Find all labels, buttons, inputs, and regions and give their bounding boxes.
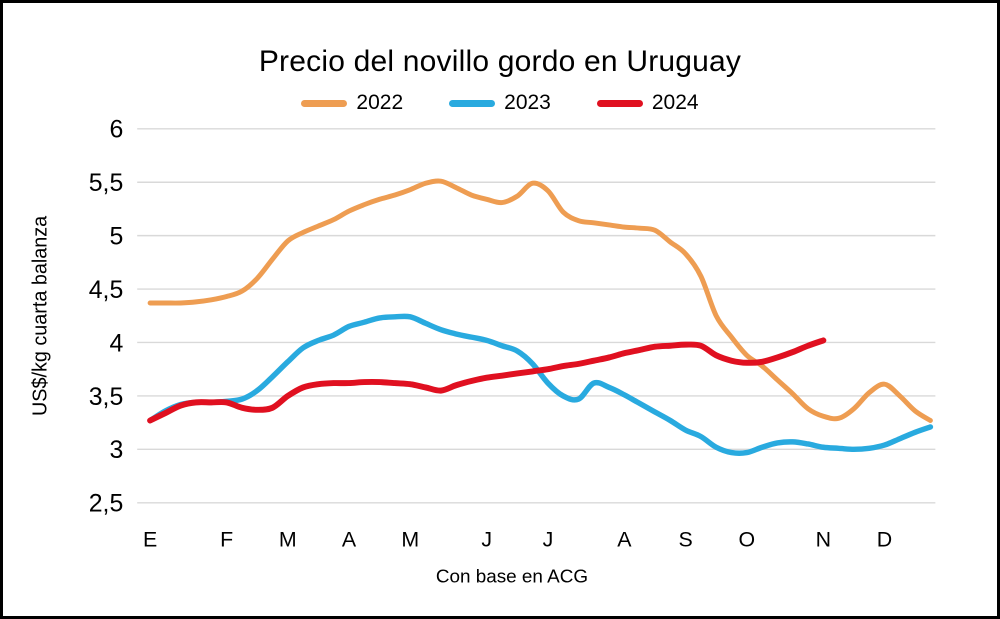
legend-swatch-2023: [449, 99, 496, 107]
y-tick-label-4,5: 4,5: [89, 277, 124, 304]
x-axis-title: Con base en ACG: [436, 565, 588, 586]
y-axis-tick-labels: 6 5,5 5 4,5 4 3,5 3 2,5: [89, 117, 124, 518]
y-axis-title: US$/kg cuarta balanza: [30, 215, 52, 416]
y-tick-label-5,5: 5,5: [89, 170, 124, 197]
legend-label-2022: 2022: [356, 91, 404, 114]
x-tick-label-3-M: M: [279, 528, 297, 552]
chart-title: Precio del novillo gordo en Uruguay: [258, 45, 742, 78]
y-tick-label-2,5: 2,5: [89, 491, 124, 518]
legend: 2022 2023 2024: [3, 91, 997, 115]
series-line-2023: [147, 313, 934, 456]
x-tick-label-1-E: E: [143, 528, 157, 552]
gridlines: [137, 128, 936, 504]
legend-item-2024: 2024: [596, 91, 699, 115]
series-line-2022: [147, 178, 933, 423]
x-tick-label-2-F: F: [220, 528, 233, 552]
legend-swatch-2022: [301, 99, 348, 107]
y-tick-label-3,5: 3,5: [89, 384, 124, 411]
legend-item-2023: 2023: [449, 91, 551, 115]
y-tick-label-5: 5: [109, 224, 123, 251]
y-tick-label-4: 4: [109, 330, 123, 357]
x-tick-label-8-A: A: [617, 528, 632, 552]
x-tick-label-5-M: M: [401, 528, 419, 552]
legend-item-2022: 2022: [301, 91, 403, 115]
x-tick-label-10-O: O: [738, 528, 755, 552]
y-tick-label-3: 3: [109, 437, 123, 464]
x-tick-label-9-S: S: [678, 528, 692, 552]
x-tick-label-12-D: D: [877, 528, 892, 552]
legend-label-2024: 2024: [651, 91, 699, 114]
series-lines: [147, 178, 934, 456]
y-tick-label-6: 6: [109, 117, 123, 144]
x-tick-label-4-A: A: [342, 528, 357, 552]
x-tick-label-11-N: N: [816, 528, 831, 552]
legend-label-2023: 2023: [504, 91, 551, 114]
plot-area: 6 5,5 5 4,5 4 3,5 3 2,5 E F M A M J J A S O N D US$/kg cua…: [30, 117, 936, 586]
legend-swatch-2024: [596, 99, 643, 107]
x-tick-label-7-J: J: [543, 528, 554, 552]
x-tick-label-6-J: J: [481, 528, 492, 552]
series-line-2024: [147, 337, 827, 424]
